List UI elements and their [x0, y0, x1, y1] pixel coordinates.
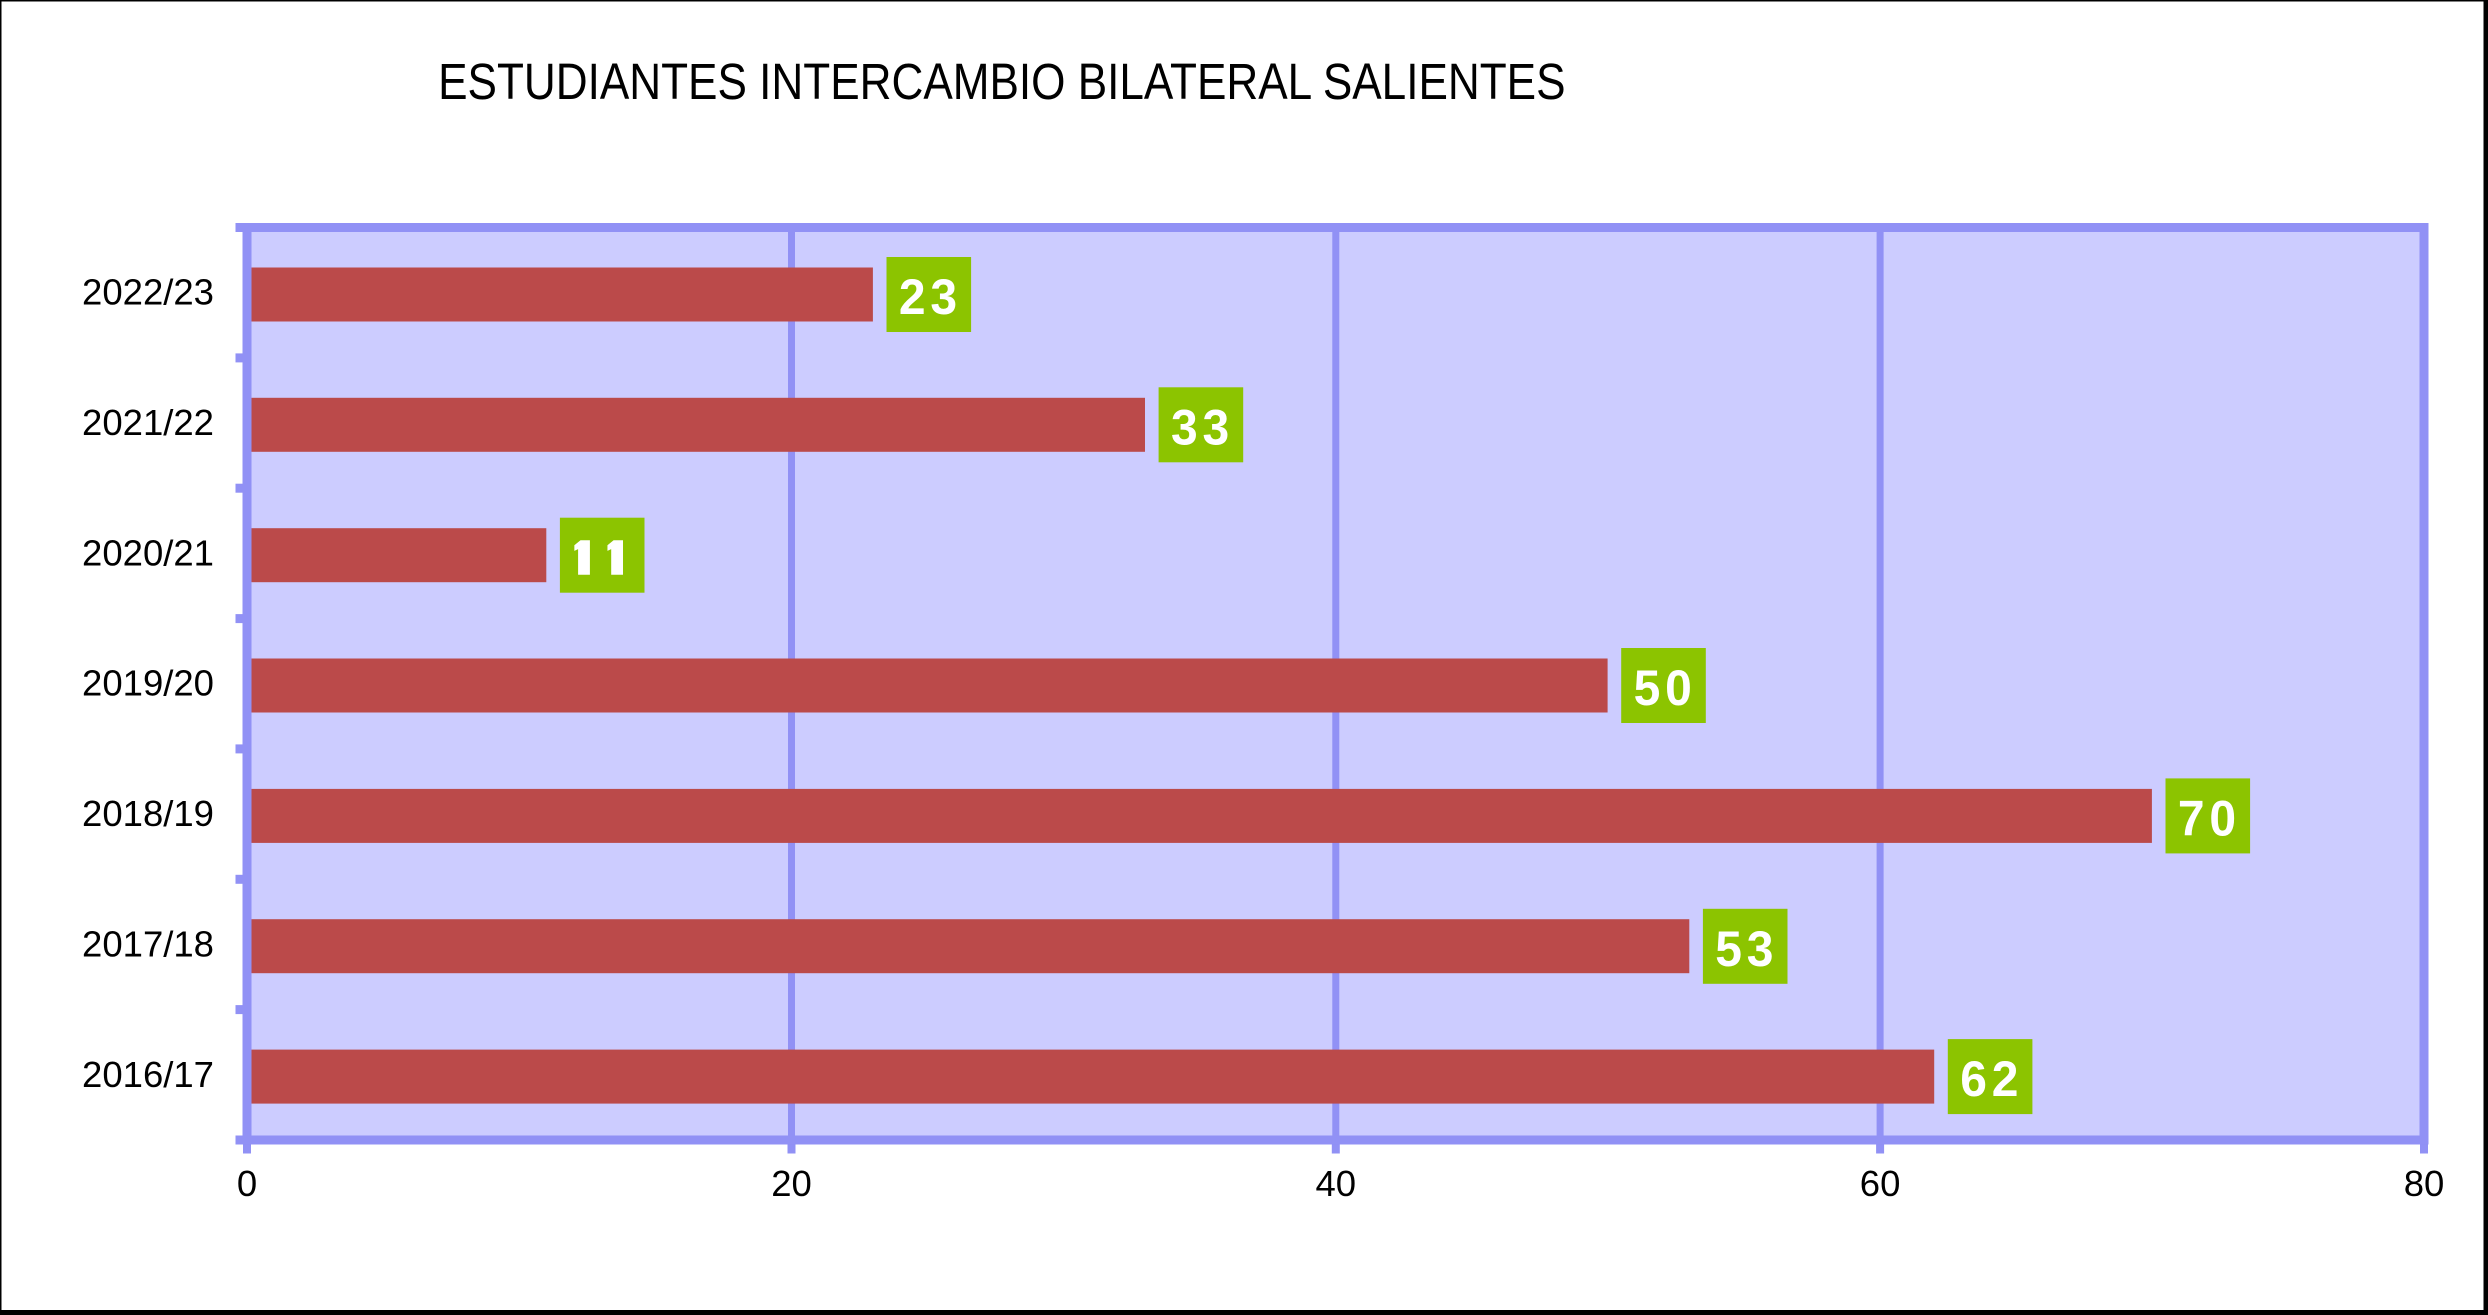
svg-text:33: 33: [1171, 400, 1234, 455]
svg-text:0: 0: [237, 1163, 257, 1204]
svg-text:80: 80: [2404, 1163, 2445, 1204]
svg-text:2019/20: 2019/20: [82, 663, 214, 704]
svg-text:23: 23: [899, 270, 962, 325]
svg-text:53: 53: [1715, 922, 1778, 977]
svg-text:70: 70: [2178, 792, 2241, 847]
svg-text:60: 60: [1860, 1163, 1901, 1204]
svg-text:40: 40: [1315, 1163, 1356, 1204]
svg-text:62: 62: [1960, 1052, 2023, 1107]
svg-text:2018/19: 2018/19: [82, 793, 214, 834]
svg-text:2017/18: 2017/18: [82, 924, 214, 965]
svg-text:50: 50: [1634, 661, 1697, 716]
svg-text:20: 20: [771, 1163, 812, 1204]
svg-text:2022/23: 2022/23: [82, 272, 214, 313]
svg-text:ESTUDIANTES INTERCAMBIO BILATE: ESTUDIANTES INTERCAMBIO BILATERAL SALIEN…: [438, 54, 1565, 111]
svg-text:2021/22: 2021/22: [82, 402, 214, 443]
svg-text:2020/21: 2020/21: [82, 532, 214, 573]
svg-text:2016/17: 2016/17: [82, 1054, 214, 1095]
